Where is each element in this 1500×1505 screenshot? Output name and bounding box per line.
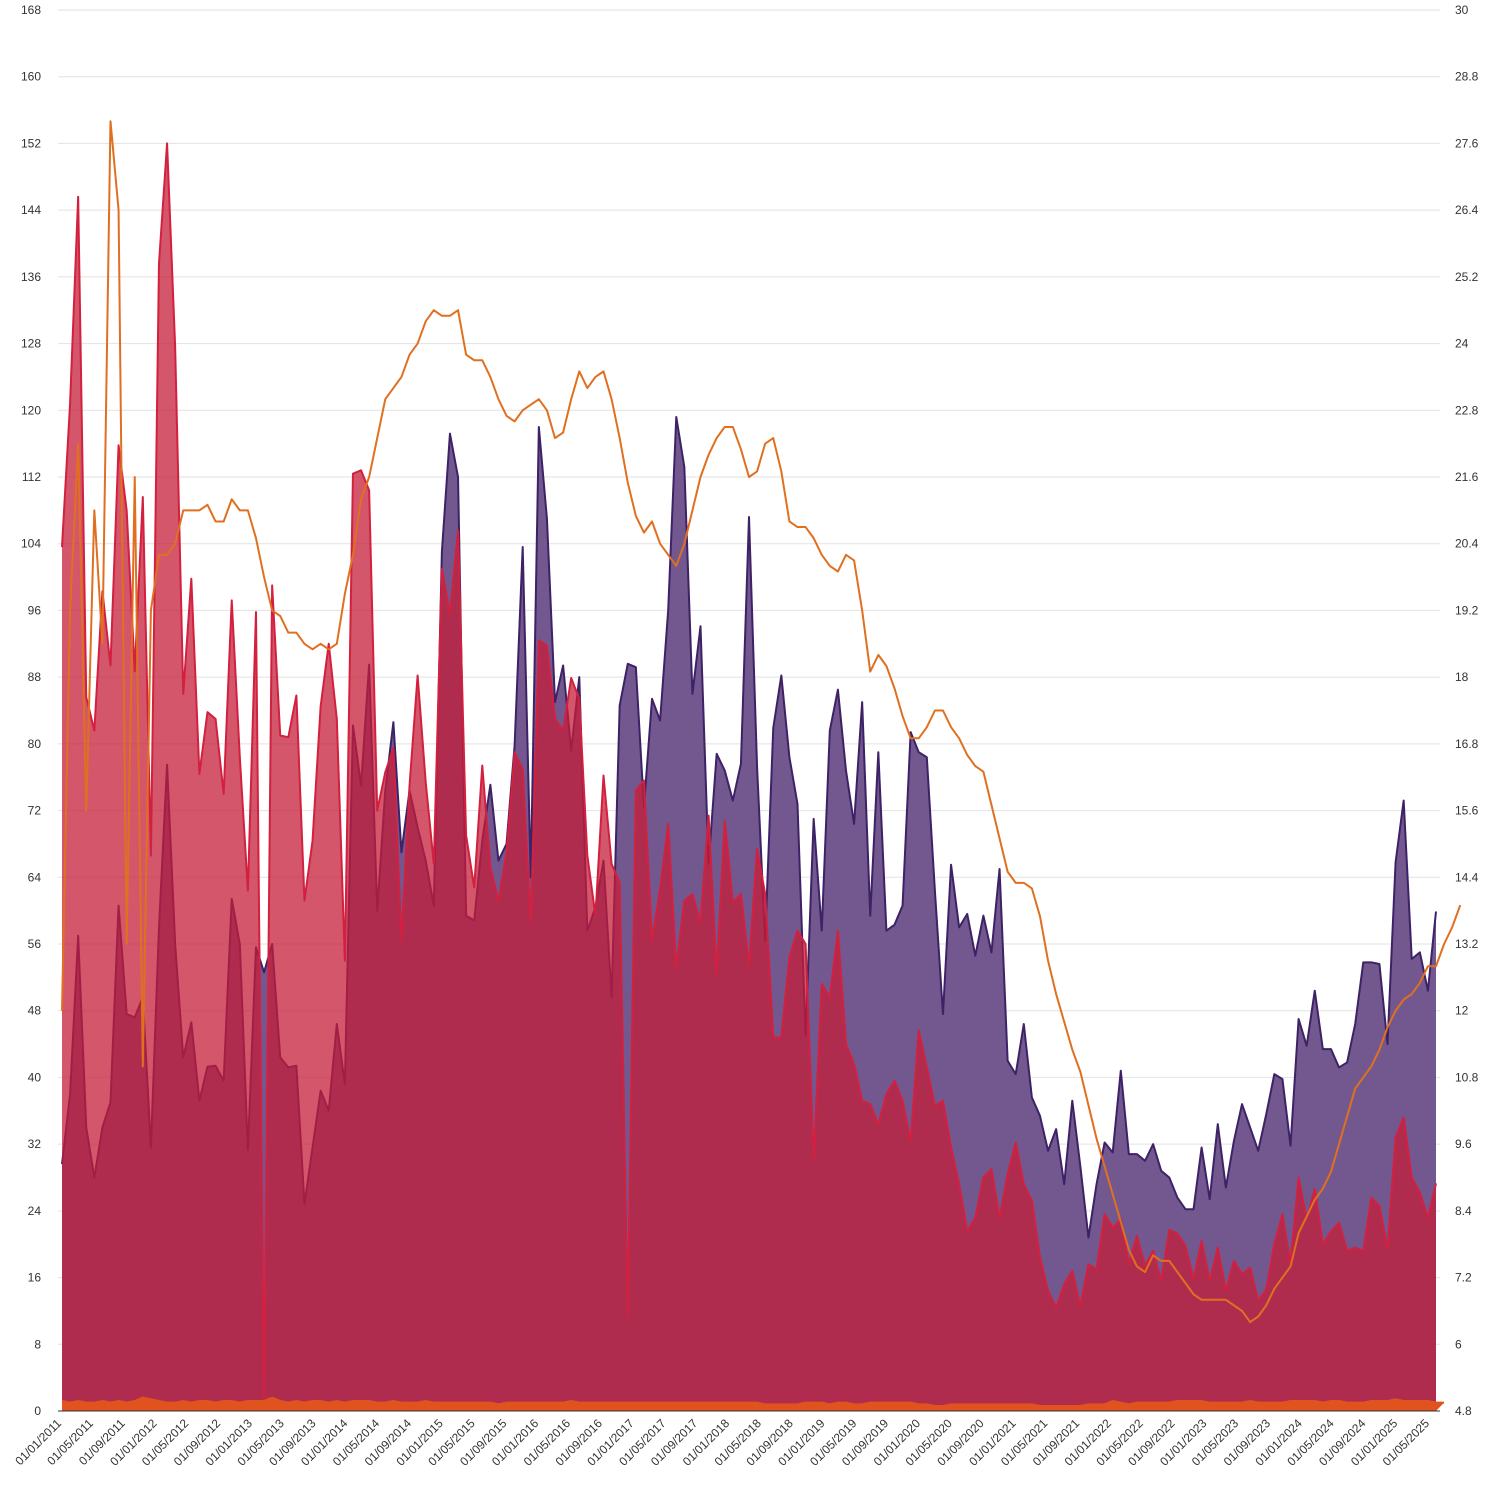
left-axis-tick-label: 104: [21, 537, 41, 551]
left-axis-tick-label: 64: [28, 870, 42, 884]
left-axis-tick-label: 112: [22, 470, 41, 484]
left-axis-tick-label: 168: [21, 3, 41, 17]
left-axis-tick-label: 88: [28, 670, 42, 684]
right-axis-tick-label: 13.2: [1455, 937, 1479, 951]
left-axis-tick-label: 80: [28, 737, 42, 751]
series-area-2: [62, 143, 1436, 1412]
left-axis-tick-label: 120: [21, 403, 41, 417]
left-axis-tick-label: 40: [28, 1070, 42, 1084]
right-axis-tick-label: 27.6: [1455, 136, 1479, 150]
left-axis-tick-label: 0: [34, 1404, 41, 1418]
right-axis-tick-label: 19.2: [1455, 603, 1479, 617]
right-axis-tick-label: 14.4: [1455, 870, 1479, 884]
right-axis-tick-label: 12: [1455, 1004, 1469, 1018]
left-axis-tick-label: 16: [28, 1271, 42, 1285]
right-axis-tick-label: 25.2: [1455, 270, 1479, 284]
series-area-3: [62, 1397, 1445, 1411]
left-axis-tick-label: 96: [28, 603, 42, 617]
left-axis-tick-label: 56: [28, 937, 42, 951]
left-axis-tick-label: 136: [21, 270, 41, 284]
right-axis-tick-label: 24: [1455, 337, 1469, 351]
left-axis-tick-label: 160: [21, 70, 41, 84]
series-line-4: [61, 120, 1462, 1324]
left-axis-tick-label: 8: [34, 1337, 41, 1351]
right-axis-tick-label: 20.4: [1455, 537, 1479, 551]
left-axis-tick-label: 128: [21, 337, 41, 351]
left-axis-tick-label: 72: [28, 804, 42, 818]
right-axis-tick-label: 30: [1455, 3, 1469, 17]
series-line-2: [61, 142, 1437, 1404]
left-axis-tick-label: 24: [28, 1204, 42, 1218]
right-axis-tick-label: 9.6: [1455, 1137, 1472, 1151]
right-axis-tick-label: 28.8: [1455, 70, 1479, 84]
right-axis-tick-label: 10.8: [1455, 1070, 1479, 1084]
left-axis-tick-label: 32: [28, 1137, 42, 1151]
right-axis-tick-label: 16.8: [1455, 737, 1479, 751]
right-axis-tick-label: 6: [1455, 1337, 1462, 1351]
right-axis-tick-label: 7.2: [1455, 1271, 1472, 1285]
left-axis-tick-label: 48: [28, 1004, 42, 1018]
left-axis-tick-label: 144: [21, 203, 41, 217]
left-axis-tick-label: 152: [21, 136, 41, 150]
right-axis-tick-label: 26.4: [1455, 203, 1479, 217]
right-axis-tick-label: 18: [1455, 670, 1469, 684]
right-axis-tick-label: 4.8: [1455, 1404, 1472, 1418]
right-axis-tick-label: 15.6: [1455, 804, 1479, 818]
right-axis-tick-label: 21.6: [1455, 470, 1479, 484]
series-line-3: [61, 1396, 1445, 1407]
series-layer: [61, 120, 1462, 1412]
right-axis-tick-label: 22.8: [1455, 403, 1479, 417]
right-axis-tick-label: 8.4: [1455, 1204, 1472, 1218]
